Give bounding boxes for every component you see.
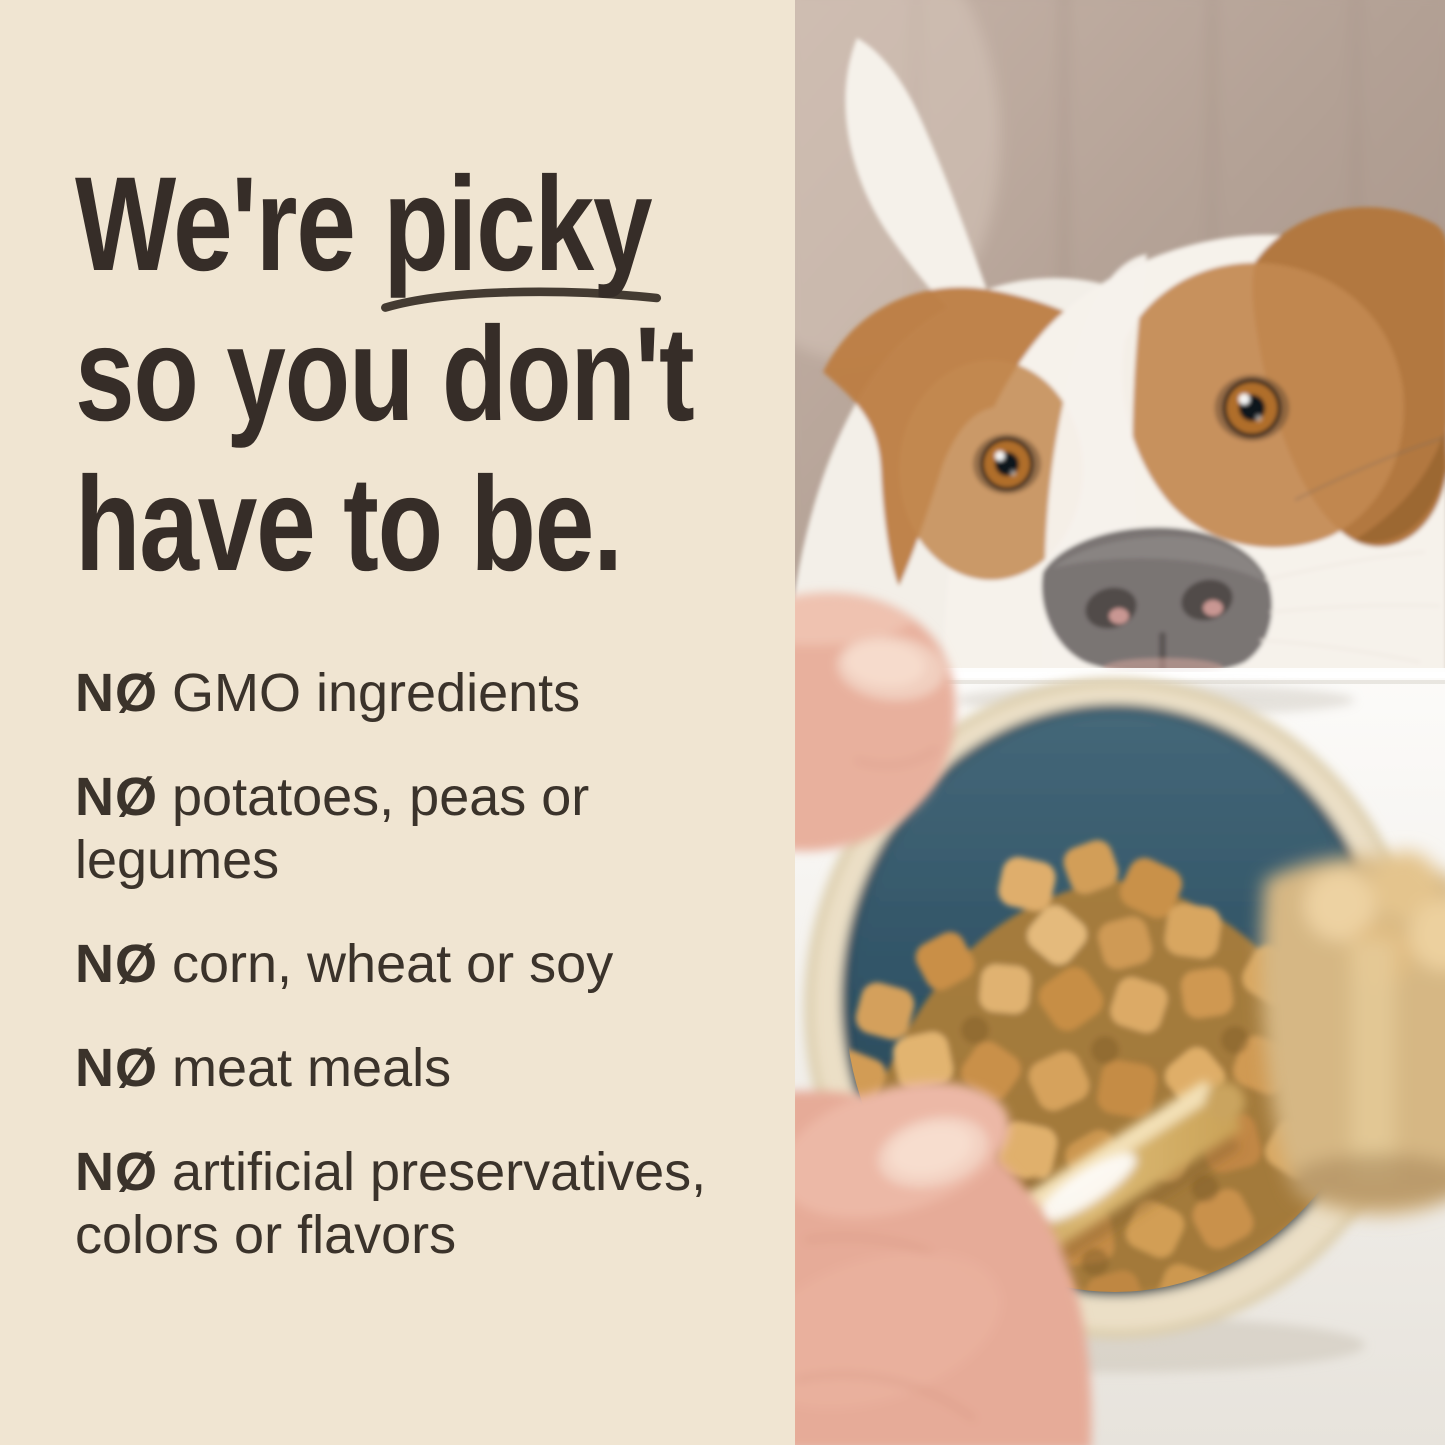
dog-left-eye <box>973 434 1041 494</box>
text-panel: We're picky so you don't have to be. NØ G… <box>75 150 765 1267</box>
dog-right-ear-shade <box>1355 430 1445 543</box>
no-symbol-prefix: NØ <box>75 767 158 827</box>
underlined-word-text: picky <box>383 150 652 299</box>
dog-nose <box>1041 527 1272 678</box>
no-symbol-prefix: NØ <box>75 1038 158 1098</box>
bullet-text-line: corn, wheat or soy <box>172 934 614 994</box>
bullet-text-line: legumes <box>75 830 280 890</box>
bullet-item: NØ meat meals <box>75 1037 765 1100</box>
no-symbol-prefix: NØ <box>75 663 158 723</box>
bullet-item: NØ GMO ingredients <box>75 662 765 725</box>
hand-fingers <box>795 1082 1092 1445</box>
dog-whiskers <box>1259 436 1444 664</box>
underlined-word: picky <box>381 150 662 312</box>
dog-right-eye <box>1214 375 1290 441</box>
scoop-cup <box>1261 851 1445 1216</box>
bullet-text-line: GMO ingredients <box>172 663 581 723</box>
headline: We're picky so you don't have to be. <box>75 150 695 600</box>
picky-underline <box>381 287 662 312</box>
dog-tail <box>845 38 1005 346</box>
dog <box>795 38 1445 700</box>
dog-photo-illustration <box>795 0 1445 1445</box>
hand-thumb <box>795 593 956 851</box>
headline-line-2: so you don't <box>75 300 695 449</box>
bullet-text-line: artificial preservatives, <box>172 1142 707 1202</box>
bullet-text-line: colors or flavors <box>75 1205 457 1265</box>
bullet-text-line: potatoes, peas or <box>172 767 590 827</box>
no-list: NØ GMO ingredients NØ potatoes, peas or legu… <box>75 662 765 1267</box>
bullet-text-line: meat meals <box>172 1038 452 1098</box>
no-symbol-prefix: NØ <box>75 1142 158 1202</box>
bullet-item: NØ potatoes, peas or legumes <box>75 766 765 892</box>
headline-line-1: We're picky <box>75 150 662 312</box>
photo-panel <box>795 0 1445 1445</box>
no-symbol-prefix: NØ <box>75 934 158 994</box>
bullet-item: NØ corn, wheat or soy <box>75 933 765 996</box>
bullet-item: NØ artificial preservatives, colors or fla… <box>75 1141 765 1267</box>
headline-line-1-start: We're <box>75 150 384 299</box>
headline-line-3: have to be. <box>75 450 623 599</box>
